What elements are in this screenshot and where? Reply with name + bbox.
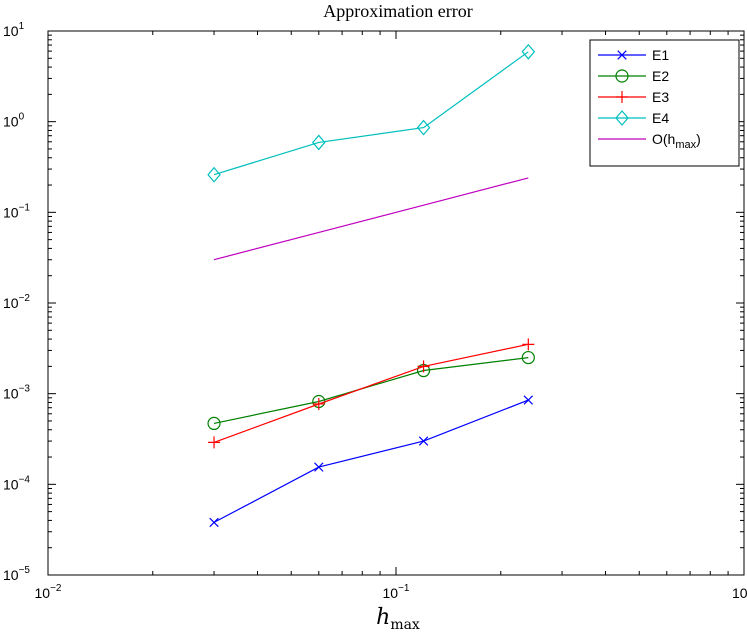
y-tick-label-base: 10: [3, 23, 19, 39]
series-line: [213, 343, 529, 443]
y-tick-label-base: 10: [3, 114, 19, 130]
series-3: [208, 338, 535, 449]
series-line: [213, 177, 529, 261]
y-tick-label-exp: −3: [19, 384, 31, 395]
data-point: [314, 462, 324, 472]
y-tick-label-base: 10: [3, 295, 19, 311]
y-tick-label: 10−5: [3, 565, 30, 583]
data-point: [522, 338, 535, 351]
x-tick-label-base: 10: [383, 585, 399, 601]
legend-label-close: ): [696, 131, 701, 147]
legend-item: E2: [598, 68, 669, 84]
data-point: [416, 119, 431, 136]
y-tick-label-exp: 1: [19, 21, 25, 32]
data-point: [208, 436, 221, 449]
y-tick-label: 100: [3, 112, 25, 130]
data-point: [207, 416, 221, 430]
legend: E1 E2 E3 E4 O(hmax): [589, 39, 740, 167]
x-tick-label: 10−1: [383, 583, 410, 601]
series-4: [207, 43, 536, 183]
x-axis-label: hmax: [376, 605, 420, 633]
legend-label: E2: [652, 68, 669, 84]
legend-marker: [615, 69, 629, 83]
y-tick-label-exp: −4: [19, 474, 31, 485]
x-axis-label-sub: max: [390, 617, 420, 633]
legend-item: E1: [598, 47, 669, 63]
legend-label-sub: max: [675, 139, 696, 151]
y-tick-label-exp: −2: [19, 293, 31, 304]
y-tick-label: 101: [3, 21, 25, 39]
legend-label: E4: [652, 110, 669, 126]
x-tick-label: 10−2: [35, 583, 62, 601]
legend-item: O(hmax): [598, 131, 701, 151]
legend-marker: [616, 91, 628, 103]
data-point: [523, 395, 534, 405]
y-tick-label-exp: 0: [19, 112, 25, 123]
legend-marker: [615, 110, 629, 126]
y-tick-label-base: 10: [3, 204, 19, 220]
data-series: [207, 43, 536, 528]
x-tick-label-base: 10: [35, 585, 51, 601]
data-point: [521, 350, 535, 365]
y-tick-label-exp: −5: [19, 565, 31, 576]
y-tick-label-base: 10: [3, 476, 19, 492]
y-tick-label: 10−3: [3, 384, 30, 402]
y-tick-label: 10−1: [3, 202, 30, 220]
x-axis-label-main: h: [376, 605, 390, 630]
y-tick-label-exp: −1: [19, 202, 31, 213]
y-tick-label-base: 10: [3, 567, 19, 583]
x-tick-label: 100: [732, 583, 747, 601]
data-point: [207, 166, 221, 183]
x-tick-label-exp: −2: [50, 583, 62, 594]
series-1: [209, 395, 534, 528]
legend-label-main: O(h: [652, 131, 675, 147]
legend-marker: [617, 50, 627, 60]
x-tick-label-exp: −1: [398, 583, 410, 594]
legend-label: O(hmax): [652, 131, 701, 151]
series-5: [213, 177, 529, 261]
y-tick-label-base: 10: [3, 386, 19, 402]
data-point: [312, 397, 325, 410]
legend-item: E3: [598, 89, 669, 105]
y-tick-label: 10−4: [3, 474, 30, 492]
legend-box: [589, 39, 740, 167]
series-line: [213, 399, 529, 523]
series-line: [213, 51, 529, 176]
data-point: [417, 360, 430, 373]
legend-item: E4: [598, 110, 669, 126]
legend-label: E1: [652, 47, 669, 63]
x-tick-label-base: 10: [732, 585, 747, 601]
series-line: [213, 357, 529, 424]
data-point: [209, 517, 219, 528]
y-tick-label: 10−2: [3, 293, 30, 311]
chart-title: Approximation error: [323, 1, 472, 21]
legend-label: E3: [652, 89, 669, 105]
data-point: [312, 134, 326, 151]
data-point: [418, 436, 429, 446]
data-point: [521, 43, 536, 60]
